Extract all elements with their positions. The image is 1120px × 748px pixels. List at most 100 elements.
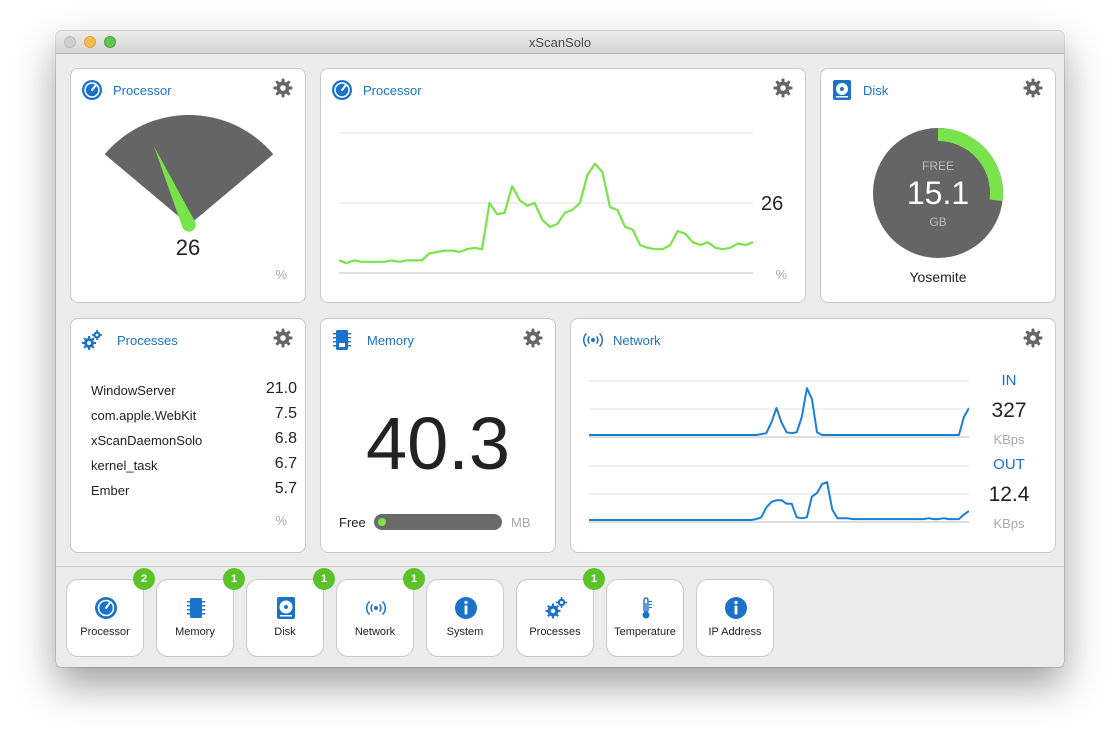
- disk-free-value: 15.1: [906, 175, 970, 211]
- dock-item-system[interactable]: System: [426, 579, 504, 657]
- hard-disk-icon: [277, 597, 295, 619]
- gear-icon[interactable]: [523, 328, 543, 348]
- dock-item-memory[interactable]: Memory 1: [156, 568, 245, 657]
- maximize-window-button[interactable]: [104, 36, 116, 48]
- dock-item-ip-address[interactable]: IP Address: [696, 579, 774, 657]
- network-in-value: 327: [991, 399, 1027, 422]
- memory-free-bar: [374, 514, 502, 530]
- network-panel: Network IN 327 KBps OUT 12.4 KBps: [570, 318, 1056, 553]
- disk-inner-disc: [886, 141, 990, 245]
- network-out-value: 12.4: [988, 483, 1030, 506]
- dock-divider: [56, 566, 1064, 567]
- processor-history-chart: [339, 132, 753, 274]
- panel-title: Processor: [113, 83, 172, 98]
- title-bar: xScanSolo: [56, 31, 1064, 54]
- process-cpu-value: 21.0: [265, 380, 297, 397]
- panel-title: Disk: [863, 83, 889, 98]
- memory-chip-icon: [187, 598, 205, 618]
- gauge-icon: [332, 80, 352, 100]
- process-name: com.apple.WebKit: [91, 408, 197, 423]
- close-window-button[interactable]: [64, 36, 76, 48]
- percent-unit: %: [275, 513, 287, 528]
- disk-usage-ring: [873, 128, 1004, 258]
- gear-icon[interactable]: [1023, 78, 1043, 98]
- dock-item-temperature[interactable]: Temperature: [606, 579, 684, 657]
- dock-item-processor[interactable]: Processor 2: [66, 568, 155, 657]
- dock-item-label: Disk: [274, 626, 296, 638]
- processor-current-value: 26: [761, 193, 784, 215]
- window-title: xScanSolo: [528, 35, 592, 50]
- gauge-needle: [154, 146, 196, 232]
- disk-volume-name: Yosemite: [909, 269, 967, 285]
- network-in-chart: [589, 380, 969, 438]
- disk-free-label: FREE: [921, 159, 954, 173]
- processes-panel: Processes WindowServer 21.0 com.apple.We…: [70, 318, 306, 553]
- gauge-icon: [95, 597, 117, 619]
- network-out-series-line: [589, 481, 969, 521]
- memory-free-fill: [378, 518, 386, 526]
- panel-title: Processes: [117, 333, 178, 348]
- gear-icon[interactable]: [773, 78, 793, 98]
- process-name: Ember: [91, 483, 130, 498]
- memory-chip-icon: [333, 330, 351, 350]
- gauge-icon: [82, 80, 102, 100]
- network-in-label: IN: [1001, 372, 1017, 389]
- dock-item-label: Network: [354, 626, 396, 638]
- gear-icon[interactable]: [273, 78, 293, 98]
- info-icon: [725, 597, 747, 619]
- dock-item-processes[interactable]: Processes 1: [516, 568, 605, 657]
- process-name: xScanDaemonSolo: [91, 433, 203, 448]
- gear-icon[interactable]: [1023, 328, 1043, 348]
- gears-icon: [545, 597, 567, 619]
- process-name: kernel_task: [91, 458, 158, 473]
- processor-series-line: [339, 162, 753, 265]
- dock-item-label: System: [446, 626, 484, 638]
- notification-badge: 1: [403, 568, 425, 590]
- dock-item-label: Processes: [529, 626, 581, 638]
- disk-unit: GB: [929, 215, 947, 229]
- network-in-series-line: [589, 387, 969, 436]
- notification-badge: 1: [313, 568, 335, 590]
- info-icon: [455, 597, 477, 619]
- wifi-broadcast-icon: [582, 332, 604, 348]
- notification-badge: 2: [133, 568, 155, 590]
- dock-item-label: Memory: [175, 626, 215, 638]
- thermometer-icon: [642, 597, 652, 619]
- hard-disk-icon: [833, 80, 851, 100]
- network-out-unit: KBps: [993, 516, 1025, 531]
- panel-title: Memory: [367, 333, 414, 348]
- notification-badge: 1: [223, 568, 245, 590]
- processor-chart-panel: Processor 26 %: [320, 68, 806, 303]
- notification-badge: 1: [583, 568, 605, 590]
- network-in-unit: KBps: [993, 432, 1025, 447]
- dock-item-network[interactable]: Network 1: [336, 568, 425, 657]
- dock-item-disk[interactable]: Disk 1: [246, 568, 335, 657]
- memory-free-value: 40.3: [365, 402, 511, 485]
- wifi-broadcast-icon: [365, 600, 387, 616]
- panel-title: Network: [613, 333, 661, 348]
- processor-gauge-panel: Processor 26 %: [70, 68, 306, 303]
- gear-icon[interactable]: [273, 328, 293, 348]
- panel-title: Processor: [363, 83, 422, 98]
- minimize-window-button[interactable]: [84, 36, 96, 48]
- network-out-label: OUT: [993, 456, 1025, 473]
- memory-free-label: Free: [339, 515, 366, 530]
- processor-gauge-value: 26: [175, 235, 201, 260]
- dock-item-label: Processor: [80, 626, 130, 638]
- percent-unit: %: [275, 267, 287, 282]
- processor-gauge: [104, 115, 274, 232]
- gauge-sector: [104, 115, 274, 225]
- process-name: WindowServer: [91, 383, 176, 398]
- percent-unit: %: [775, 267, 787, 282]
- app-window: xScanSolo Processor 26 %: [56, 31, 1064, 667]
- process-cpu-value: 5.7: [274, 480, 297, 497]
- process-cpu-value: 6.8: [274, 430, 297, 447]
- process-cpu-value: 6.7: [274, 455, 297, 472]
- process-cpu-value: 7.5: [274, 405, 297, 422]
- disk-panel: Disk FREE 15.1 GB Yosemite: [820, 68, 1056, 303]
- dock-item-label: IP Address: [708, 626, 762, 638]
- network-out-chart: [589, 465, 969, 523]
- memory-unit: MB: [511, 515, 531, 530]
- dock-item-label: Temperature: [614, 626, 676, 638]
- gears-icon: [82, 330, 102, 350]
